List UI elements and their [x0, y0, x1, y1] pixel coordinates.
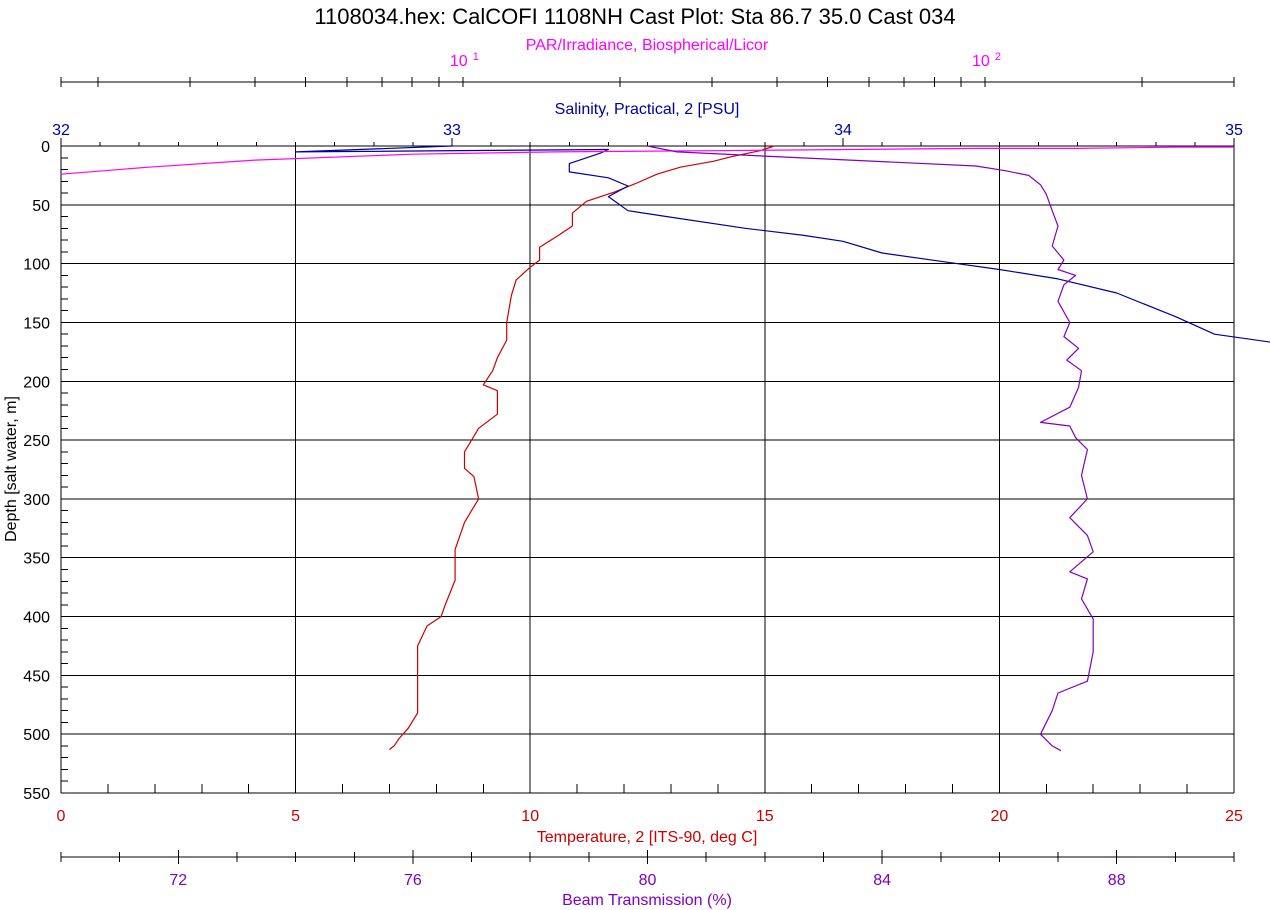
depth-axis: Depth [salt water, m] 0 50 100 150 200 250 300…	[3, 139, 68, 803]
depth-tick-label: 0	[41, 139, 50, 156]
salinity-tick-label: 33	[443, 122, 461, 139]
depth-tick-label: 200	[23, 374, 50, 391]
salinity-profile-line	[295, 145, 1270, 343]
data-series	[60, 145, 1270, 752]
temperature-tick-label: 25	[1225, 808, 1243, 825]
depth-tick-label: 150	[23, 315, 50, 332]
beam-tick-label: 80	[639, 872, 657, 889]
par-tick-label: 10	[972, 53, 990, 70]
beam-axis: Beam Transmission (%) 72 76 80 84 88	[60, 850, 1235, 909]
plot-frame	[60, 146, 1235, 793]
depth-tick-label: 50	[32, 198, 50, 215]
beam-tick-label: 84	[873, 872, 891, 889]
beam-tick-label: 88	[1108, 872, 1126, 889]
par-tick-label: 10	[450, 53, 468, 70]
temperature-axis-label: Temperature, 2 [ITS-90, deg C]	[537, 829, 758, 846]
salinity-axis: Salinity, Practical, 2 [PSU] 32 33 34 35	[52, 101, 1243, 146]
beam-profile-line	[647, 145, 1094, 752]
temperature-tick-label: 20	[991, 808, 1009, 825]
temperature-tick-label: 0	[57, 808, 66, 825]
depth-tick-label: 550	[23, 786, 50, 803]
depth-tick-label: 300	[23, 492, 50, 509]
par-tick-label-exponent: 2	[995, 51, 1001, 63]
salinity-axis-label: Salinity, Practical, 2 [PSU]	[555, 101, 740, 118]
depth-tick-label: 250	[23, 433, 50, 450]
depth-axis-label: Depth [salt water, m]	[3, 396, 20, 542]
temperature-tick-label: 10	[521, 808, 539, 825]
depth-tick-label: 450	[23, 668, 50, 685]
plot-grid	[60, 145, 1235, 794]
temperature-profile-line	[389, 145, 775, 750]
temperature-tick-label: 5	[291, 808, 300, 825]
par-axis-label: PAR/Irradiance, Biospherical/Licor	[526, 37, 769, 54]
salinity-tick-label: 32	[52, 122, 70, 139]
salinity-tick-label: 35	[1225, 122, 1243, 139]
beam-tick-label: 76	[404, 872, 422, 889]
depth-tick-label: 100	[23, 257, 50, 274]
chart-title: 1108034.hex: CalCOFI 1108NH Cast Plot: S…	[314, 4, 955, 29]
depth-tick-label: 400	[23, 610, 50, 627]
beam-tick-label: 72	[169, 872, 187, 889]
par-profile-line	[60, 146, 1234, 175]
temperature-axis: Temperature, 2 [ITS-90, deg C] 0 5 10 15 20 2…	[57, 784, 1243, 846]
temperature-tick-label: 15	[756, 808, 774, 825]
par-axis: PAR/Irradiance, Biospherical/Licor 10 1 10…	[60, 37, 1235, 87]
par-tick-label-exponent: 1	[473, 51, 479, 63]
salinity-tick-label: 34	[834, 122, 852, 139]
depth-tick-label: 350	[23, 551, 50, 568]
beam-axis-label: Beam Transmission (%)	[562, 892, 732, 909]
depth-tick-label: 500	[23, 727, 50, 744]
